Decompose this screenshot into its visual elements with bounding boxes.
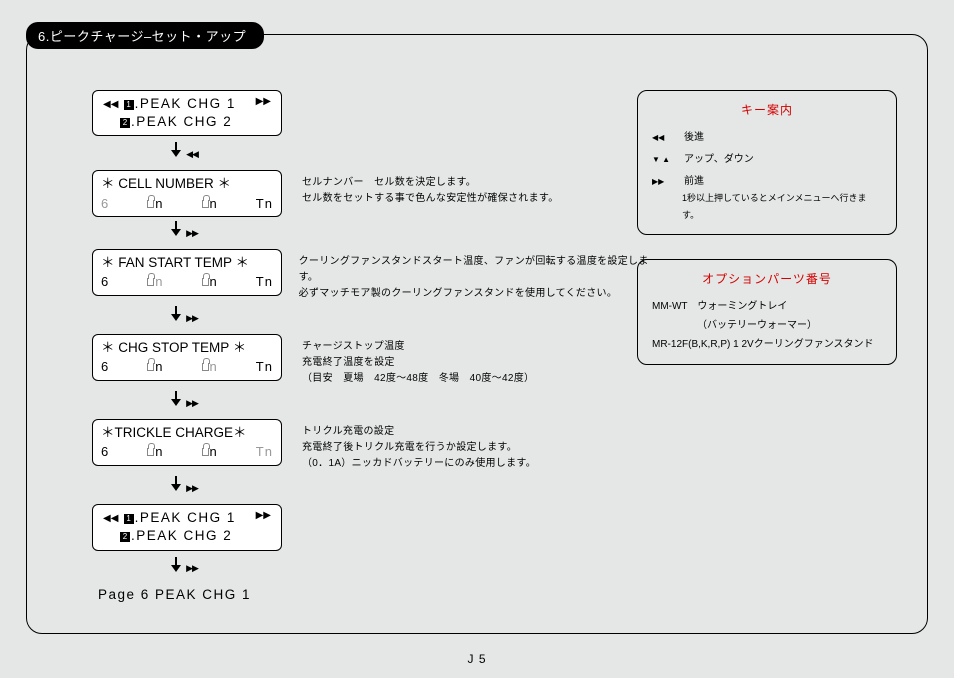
prev-icon: ◀◀ <box>103 98 118 112</box>
param-title: ＊ CELL NUMBER ＊ <box>101 175 273 193</box>
lock-icon <box>147 278 154 286</box>
param-cell: n <box>202 195 218 213</box>
flow-step: ＊ FAN START TEMP ＊6 n n Tn クーリングファンスタンドスタート温… <box>92 249 662 302</box>
nav-icon: ▶▶ <box>186 483 198 494</box>
key-guide-note: 1秒以上押しているとメインメニューへ行きます。 <box>652 190 882 224</box>
param-values-row: 6 n n Tn <box>101 195 273 213</box>
menu-line1-text: .PEAK CHG 1 <box>135 96 236 111</box>
param-cell: Tn <box>256 358 273 376</box>
param-box: ＊TRICKLE CHARGE＊6 n n Tn <box>92 419 282 466</box>
key-glyph-icon: ▶▶ <box>652 172 678 189</box>
lock-icon <box>202 278 209 286</box>
option-parts-box: オプションパーツ番号 MM-WT ウォーミングトレイ （バッテリーウォーマー）M… <box>637 259 897 365</box>
param-cell: 6 <box>101 358 109 376</box>
nav-icon: ▶▶ <box>186 313 198 324</box>
step-description: セルナンバー セル数を決定します。セル数をセットする事で色んな安定性が確保されま… <box>292 170 559 207</box>
key-desc-text: 前進 <box>684 172 882 191</box>
option-part-line: MM-WT ウォーミングトレイ <box>652 297 882 316</box>
param-title: ＊ CHG STOP TEMP ＊ <box>101 339 273 357</box>
param-cell: n <box>147 358 163 376</box>
menu-num-2b: 2 <box>120 532 130 542</box>
param-cell: Tn <box>256 443 273 461</box>
param-cell: 6 <box>101 443 109 461</box>
bottom-page-label: Page 6 PEAK CHG 1 <box>98 587 662 602</box>
param-title: ＊ FAN START TEMP ＊ <box>101 254 273 272</box>
nav-icon: ◀◀ <box>186 149 198 160</box>
arrow-row: ▶▶ <box>92 221 282 245</box>
param-cell: n <box>202 358 218 376</box>
key-guide-title: キー案内 <box>652 99 882 122</box>
key-guide-row: ▼ ▲ アップ、ダウン <box>652 150 882 169</box>
lock-icon <box>202 363 209 371</box>
lock-icon <box>147 448 154 456</box>
flow-area: ◀◀ 1.PEAK CHG 1 ▶▶ 2.PEAK CHG 2 ◀◀ ＊ CEL… <box>92 90 662 602</box>
next-icon: ▶▶ <box>256 509 271 523</box>
menu-b-line2-text: .PEAK CHG 2 <box>131 528 232 543</box>
step-description: トリクル充電の設定充電終了後トリクル充電を行うか設定します。（0．1A）ニッカド… <box>292 419 536 472</box>
nav-icon: ▶▶ <box>186 228 198 239</box>
prev-icon: ◀◀ <box>103 512 118 526</box>
section-header: 6.ピークチャージ–セット・アップ <box>26 22 264 49</box>
param-values-row: 6 n n Tn <box>101 273 273 291</box>
menu-box-bottom: ◀◀ 1.PEAK CHG 1 ▶▶ 2.PEAK CHG 2 <box>92 504 282 550</box>
arrow-row: ▶▶ <box>92 306 282 330</box>
main-panel: ◀◀ 1.PEAK CHG 1 ▶▶ 2.PEAK CHG 2 ◀◀ ＊ CEL… <box>26 34 928 634</box>
lock-icon <box>147 200 154 208</box>
nav-icon: ▶▶ <box>186 563 198 574</box>
lock-icon <box>202 200 209 208</box>
param-cell: 6 <box>101 273 109 291</box>
param-cell: Tn <box>256 195 273 213</box>
option-parts-title: オプションパーツ番号 <box>652 268 882 291</box>
param-cell: 6 <box>101 195 109 213</box>
lock-icon <box>147 363 154 371</box>
menu-num-1: 1 <box>124 100 134 110</box>
option-part-line: （バッテリーウォーマー） <box>652 316 882 335</box>
key-desc-text: アップ、ダウン <box>684 150 882 169</box>
param-box: ＊ CHG STOP TEMP ＊6 n n Tn <box>92 334 282 381</box>
key-glyph-icon: ◀◀ <box>652 128 678 145</box>
key-guide-row: ◀◀ 後進 <box>652 128 882 147</box>
step-description: クーリングファンスタンドスタート温度、ファンが回転する温度を設定します。必ずマッ… <box>289 249 662 302</box>
menu-num-2: 2 <box>120 118 130 128</box>
lock-icon <box>202 448 209 456</box>
menu-box-top: ◀◀ 1.PEAK CHG 1 ▶▶ 2.PEAK CHG 2 <box>92 90 282 136</box>
flow-step: ＊TRICKLE CHARGE＊6 n n Tn トリクル充電の設定充電終了後トリクル充… <box>92 419 662 472</box>
arrow-row: ▶▶ <box>92 476 282 500</box>
param-cell: n <box>202 443 218 461</box>
next-icon: ▶▶ <box>256 95 271 109</box>
arrow-row: ◀◀ <box>92 142 282 166</box>
menu-num-1b: 1 <box>124 514 134 524</box>
key-guide-box: キー案内 ◀◀ 後進 ▼ ▲ アップ、ダウン ▶▶ 前進 1秒以上押しているとメインメニュ… <box>637 90 897 235</box>
param-box: ＊ CELL NUMBER ＊ 6 n n Tn <box>92 170 282 217</box>
param-cell: Tn <box>256 273 273 291</box>
menu-b-line1-text: .PEAK CHG 1 <box>135 510 236 525</box>
nav-icon: ▶▶ <box>186 398 198 409</box>
key-desc-text: 後進 <box>684 128 882 147</box>
param-values-row: 6 n n Tn <box>101 358 273 376</box>
param-cell: n <box>147 273 163 291</box>
menu-line2-text: .PEAK CHG 2 <box>131 114 232 129</box>
flow-step: ＊ CELL NUMBER ＊ 6 n n Tn セルナンバー セル数を決定します。セル数… <box>92 170 662 217</box>
arrow-row: ▶▶ <box>92 557 282 581</box>
page-number: J 5 <box>0 652 954 666</box>
param-cell: n <box>147 195 163 213</box>
option-part-line: MR-12F(B,K,R,P) 1 2Vクーリングファンスタンド <box>652 335 882 354</box>
param-cell: n <box>202 273 218 291</box>
param-values-row: 6 n n Tn <box>101 443 273 461</box>
step-description: チャージストップ温度充電終了温度を設定（目安 夏場 42度〜48度 冬場 40度… <box>292 334 534 387</box>
key-glyph-icon: ▼ ▲ <box>652 150 678 167</box>
param-title: ＊TRICKLE CHARGE＊ <box>101 424 273 442</box>
flow-step: ＊ CHG STOP TEMP ＊6 n n Tn チャージストップ温度充電終了温度を設… <box>92 334 662 387</box>
param-box: ＊ FAN START TEMP ＊6 n n Tn <box>92 249 282 296</box>
param-cell: n <box>147 443 163 461</box>
arrow-row: ▶▶ <box>92 391 282 415</box>
key-guide-row: ▶▶ 前進 <box>652 172 882 191</box>
side-panel: キー案内 ◀◀ 後進 ▼ ▲ アップ、ダウン ▶▶ 前進 1秒以上押しているとメインメニュ… <box>637 90 897 389</box>
